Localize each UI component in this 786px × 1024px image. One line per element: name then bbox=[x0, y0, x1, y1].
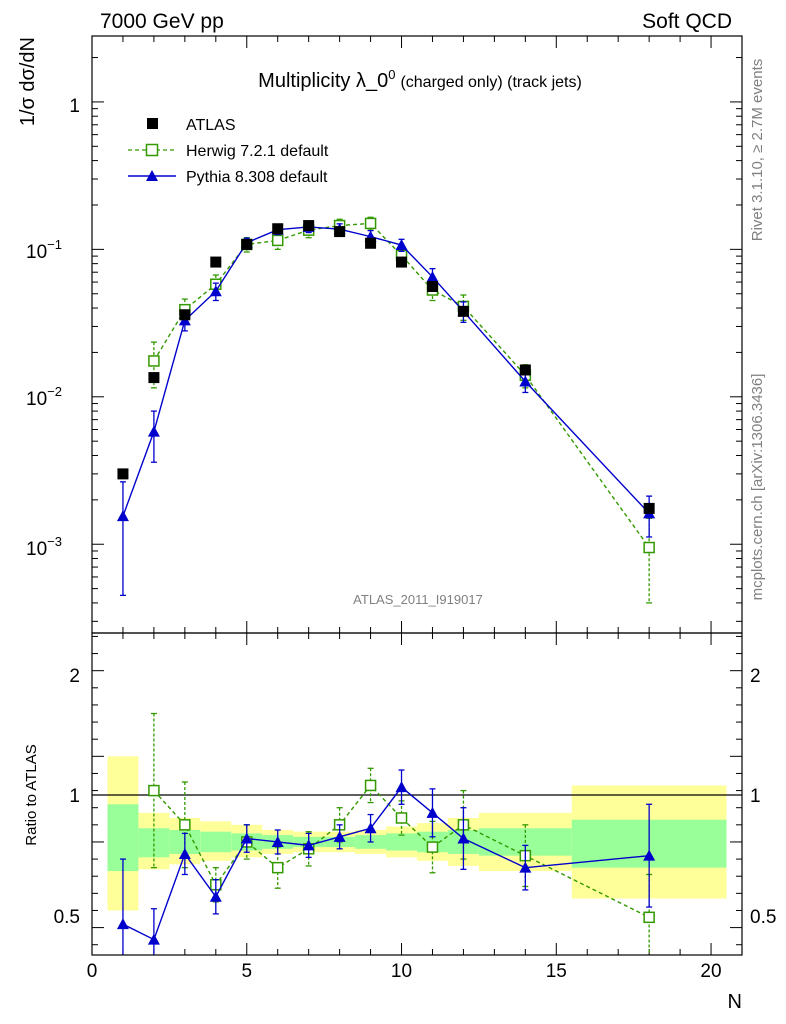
x-tick-label-10: 10 bbox=[391, 961, 412, 982]
x-tick-label-20: 20 bbox=[700, 961, 721, 982]
legend-herwig-label: Herwig 7.2.1 default bbox=[186, 143, 329, 160]
ratio-pythia-8-308-default-line bbox=[122, 786, 650, 941]
main-herwig-7-2-1-default-point bbox=[643, 541, 655, 554]
analysis-watermark: ATLAS_2011_I919017 bbox=[353, 592, 483, 607]
main-atlas-point bbox=[365, 237, 377, 249]
main-y-tick-label-0.001: 10−3 bbox=[26, 534, 62, 560]
legend-pythia-marker bbox=[128, 170, 176, 181]
ratio-herwig-7-2-1-default-point bbox=[395, 812, 408, 824]
main-title: Multiplicity λ_00 (charged only) (track j… bbox=[258, 67, 582, 92]
ratio-y-tick-label-2: 2 bbox=[69, 666, 80, 687]
main-atlas-point bbox=[148, 372, 160, 384]
ratio-stat-uncertainty-band bbox=[386, 833, 417, 851]
main-y-tick-label-1: 1 bbox=[69, 96, 80, 117]
legend-atlas-marker bbox=[147, 118, 158, 129]
main-axis-ticks bbox=[91, 36, 743, 633]
main-atlas-point bbox=[303, 220, 315, 232]
x-tick-label-5: 5 bbox=[242, 961, 253, 982]
main-pythia-8-308-default-point bbox=[395, 239, 408, 251]
main-pythia-8-308-default-point bbox=[147, 425, 160, 437]
main-pythia-8-308-default-point bbox=[426, 270, 439, 282]
ratio-pythia-8-308-default-point bbox=[240, 832, 253, 844]
ratio-y-axis-label: Ratio to ATLAS bbox=[23, 744, 40, 845]
x-tick-label-15: 15 bbox=[546, 961, 567, 982]
ratio-frame bbox=[91, 632, 743, 956]
ratio-y-tick-label-0.5-right: 0.5 bbox=[750, 907, 776, 928]
legend: ATLAS Herwig 7.2.1 default Pythia 8.308 … bbox=[128, 117, 329, 186]
main-pythia-8-308-default-point bbox=[209, 285, 222, 297]
main-atlas-point bbox=[519, 364, 531, 376]
ratio-pythia-8-308-default-point bbox=[457, 832, 470, 844]
ratio-y-tick-label-0.5: 0.5 bbox=[54, 907, 80, 928]
legend-herwig-marker bbox=[128, 143, 176, 157]
main-y-axis-label: 1/σ dσ/dN bbox=[17, 37, 39, 126]
main-pythia-8-308-default-point bbox=[116, 510, 129, 522]
main-pythia-8-308-default-point bbox=[519, 375, 532, 387]
ratio-herwig-7-2-1-default-point bbox=[643, 911, 655, 924]
main-atlas-point bbox=[334, 226, 346, 238]
ratio-herwig-7-2-1-default-point bbox=[148, 784, 160, 797]
main-y-tick-label-0.1: 10−1 bbox=[26, 237, 62, 263]
ratio-pythia-8-308-default-point bbox=[333, 830, 346, 842]
main-atlas-point bbox=[117, 468, 129, 480]
ratio-pythia-8-308-default-point bbox=[271, 835, 284, 847]
rivet-label: Rivet 3.1.10, ≥ 2.7M events bbox=[749, 59, 766, 242]
mcplots-label: mcplots.cern.ch [arXiv:1306.3436] bbox=[749, 374, 766, 601]
main-atlas-point bbox=[179, 309, 191, 321]
main-atlas-point bbox=[272, 223, 284, 235]
ratio-y-tick-label-1-right: 1 bbox=[750, 786, 761, 807]
legend-atlas-label: ATLAS bbox=[186, 117, 236, 134]
ratio-stat-uncertainty-band bbox=[138, 828, 170, 858]
main-herwig-7-2-1-default-point bbox=[148, 355, 160, 367]
ratio-pythia-8-308-default-point bbox=[147, 933, 160, 945]
ratio-pythia-8-308-default-point bbox=[519, 861, 532, 873]
ratio-herwig-7-2-1-default-point bbox=[271, 861, 284, 874]
main-plot-data bbox=[116, 216, 656, 604]
main-y-tick-label-0.01: 10−2 bbox=[26, 384, 62, 410]
ratio-pythia-8-308-default-point bbox=[643, 849, 656, 861]
ratio-herwig-7-2-1-default-point bbox=[426, 841, 439, 853]
ratio-pythia-8-308-default-point bbox=[178, 847, 191, 859]
main-atlas-point bbox=[426, 280, 438, 292]
ratio-plot-data bbox=[116, 712, 656, 955]
ratio-pythia-8-308-default-point bbox=[116, 918, 129, 930]
main-atlas-point bbox=[643, 502, 655, 514]
main-atlas-point bbox=[457, 305, 469, 317]
ratio-plot-panel: Ratio to ATLAS N 2 1 0.5 2 1 0.5 0 5 10 … bbox=[23, 632, 776, 1013]
ratio-pythia-8-308-default-point bbox=[302, 839, 315, 851]
ratio-herwig-7-2-1-default-point bbox=[364, 779, 377, 792]
main-atlas-point bbox=[210, 256, 222, 268]
ratio-y-tick-label-1: 1 bbox=[69, 786, 80, 807]
ratio-y-tick-label-2-right: 2 bbox=[750, 666, 761, 687]
main-atlas-point bbox=[396, 256, 408, 268]
ratio-pythia-8-308-default-point bbox=[395, 781, 408, 793]
ratio-pythia-8-308-default-point bbox=[364, 822, 377, 834]
x-axis-label: N bbox=[728, 991, 742, 1013]
main-herwig-7-2-1-default-point bbox=[364, 217, 377, 230]
header-left: 7000 GeV pp bbox=[100, 10, 224, 33]
main-atlas-point bbox=[241, 238, 253, 250]
ratio-stat-uncertainty-band bbox=[200, 831, 232, 853]
main-herwig-7-2-1-default-point bbox=[271, 234, 284, 247]
ratio-pythia-8-308-default-point bbox=[426, 806, 439, 818]
x-tick-label-0: 0 bbox=[87, 961, 98, 982]
legend-pythia-label: Pythia 8.308 default bbox=[186, 169, 328, 186]
header-right: Soft QCD bbox=[642, 10, 732, 33]
ratio-herwig-7-2-1-default-point bbox=[179, 819, 191, 831]
ratio-pythia-8-308-default-point bbox=[209, 890, 222, 902]
main-plot-panel: Multiplicity λ_00 (charged only) (track j… bbox=[17, 35, 743, 634]
